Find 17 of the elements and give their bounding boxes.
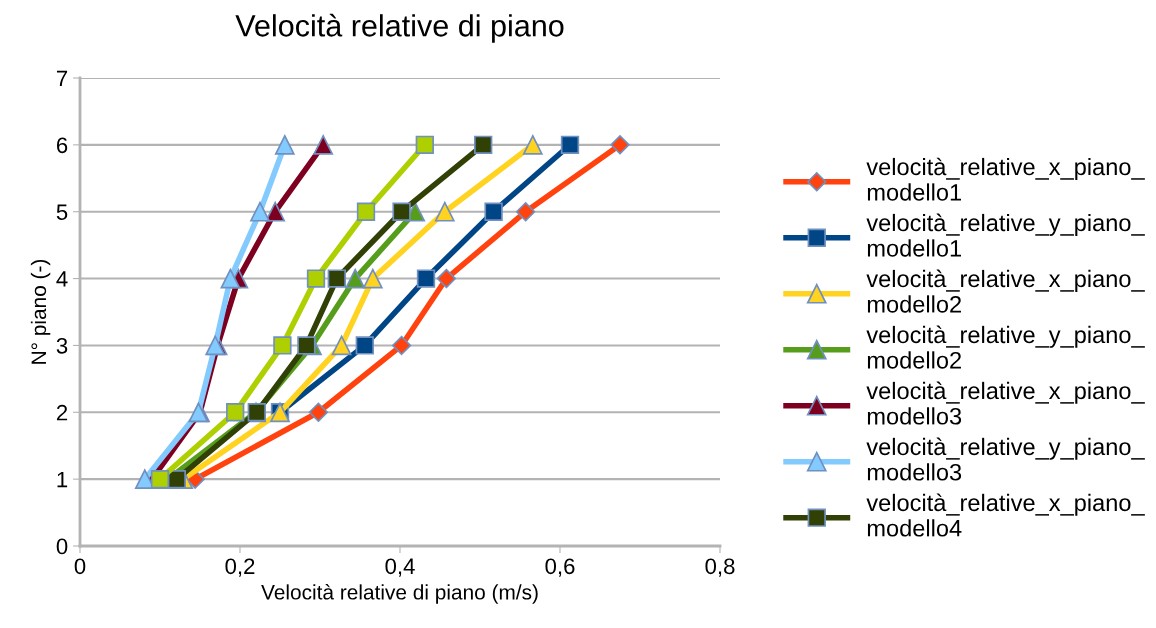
y-axis-title: N° piano (-) [30,259,51,364]
x-tick-label: 0,2 [225,558,255,577]
y-tick-label: 6 [56,137,68,154]
x-tick-label: 0,8 [705,558,735,577]
y-tick-label: 5 [56,204,68,220]
y-tick-label: 3 [56,337,68,354]
y-tick-label: 1 [57,471,68,488]
y-tick-label: 7 [56,70,68,87]
x-tick-label: 0 [74,558,86,575]
y-tick-label: 2 [56,404,68,421]
x-axis-title: Velocità relative di piano (m/s) [261,584,538,604]
x-tick-label: 0,4 [385,558,415,577]
chart-title: Velocità relative di piano [235,13,564,43]
x-tick-label: 0,6 [545,558,575,577]
y-tick-label: 4 [56,271,68,287]
legend-label: velocità_relative_x_piano_modello4 [866,493,1145,537]
y-tick-label: 0 [56,538,68,555]
